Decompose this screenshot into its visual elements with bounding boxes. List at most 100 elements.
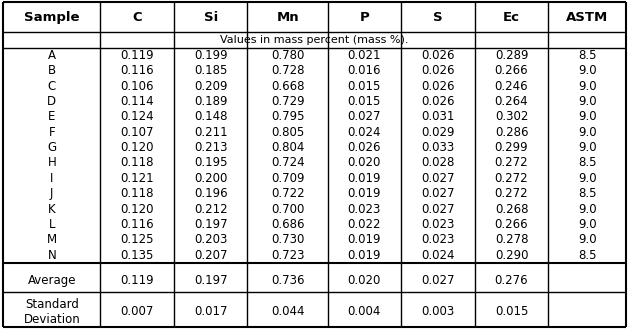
Text: 0.276: 0.276 [495,274,528,287]
Text: 0.015: 0.015 [348,95,381,108]
Text: 0.290: 0.290 [495,249,528,262]
Text: 8.5: 8.5 [578,157,596,169]
Text: 0.686: 0.686 [271,218,304,231]
Text: 0.780: 0.780 [271,49,304,62]
Text: 9.0: 9.0 [578,233,596,246]
Text: 0.211: 0.211 [194,126,228,139]
Text: 0.120: 0.120 [120,141,154,154]
Text: Values in mass percent (mass %).: Values in mass percent (mass %). [220,35,409,45]
Text: 0.196: 0.196 [194,187,228,200]
Text: 0.207: 0.207 [194,249,228,262]
Text: D: D [47,95,57,108]
Text: 9.0: 9.0 [578,126,596,139]
Text: 0.015: 0.015 [495,306,528,318]
Text: 0.709: 0.709 [271,172,304,185]
Text: K: K [48,203,55,215]
Text: 0.019: 0.019 [348,233,381,246]
Text: 0.246: 0.246 [495,80,528,93]
Text: 0.804: 0.804 [271,141,304,154]
Text: 0.119: 0.119 [120,49,154,62]
Text: G: G [47,141,57,154]
Text: 0.029: 0.029 [421,126,455,139]
Text: 0.203: 0.203 [194,233,228,246]
Text: 0.212: 0.212 [194,203,228,215]
Text: 0.668: 0.668 [271,80,304,93]
Text: 0.197: 0.197 [194,274,228,287]
Text: 0.019: 0.019 [348,172,381,185]
Text: 0.272: 0.272 [495,172,528,185]
Text: 0.021: 0.021 [348,49,381,62]
Text: 0.120: 0.120 [120,203,154,215]
Text: 0.017: 0.017 [194,306,228,318]
Text: H: H [47,157,56,169]
Text: 0.026: 0.026 [421,95,455,108]
Text: 0.795: 0.795 [271,110,304,123]
Text: 9.0: 9.0 [578,64,596,77]
Text: 0.272: 0.272 [495,157,528,169]
Text: I: I [50,172,53,185]
Text: 8.5: 8.5 [578,49,596,62]
Text: 0.736: 0.736 [271,274,304,287]
Text: 0.185: 0.185 [194,64,228,77]
Text: 0.003: 0.003 [421,306,455,318]
Text: 9.0: 9.0 [578,110,596,123]
Text: 0.024: 0.024 [348,126,381,139]
Text: Standard
Deviation: Standard Deviation [23,298,80,326]
Text: 0.027: 0.027 [348,110,381,123]
Text: 0.023: 0.023 [421,233,455,246]
Text: A: A [48,49,56,62]
Text: 0.020: 0.020 [348,274,381,287]
Text: 0.199: 0.199 [194,49,228,62]
Text: 9.0: 9.0 [578,141,596,154]
Text: 0.028: 0.028 [421,157,455,169]
Text: 0.200: 0.200 [194,172,228,185]
Text: 0.289: 0.289 [495,49,528,62]
Text: 0.114: 0.114 [120,95,154,108]
Text: 0.728: 0.728 [271,64,304,77]
Text: 0.044: 0.044 [271,306,304,318]
Text: Average: Average [28,274,76,287]
Text: 0.700: 0.700 [271,203,304,215]
Text: 0.286: 0.286 [495,126,528,139]
Text: 0.027: 0.027 [421,172,455,185]
Text: 0.722: 0.722 [270,187,304,200]
Text: 0.019: 0.019 [348,187,381,200]
Text: 0.004: 0.004 [348,306,381,318]
Text: 0.805: 0.805 [271,126,304,139]
Text: 0.116: 0.116 [120,64,154,77]
Text: 9.0: 9.0 [578,218,596,231]
Text: C: C [132,11,142,23]
Text: 0.019: 0.019 [348,249,381,262]
Text: 0.272: 0.272 [495,187,528,200]
Text: 0.730: 0.730 [271,233,304,246]
Text: 0.209: 0.209 [194,80,228,93]
Text: 0.189: 0.189 [194,95,228,108]
Text: 0.729: 0.729 [270,95,304,108]
Text: 9.0: 9.0 [578,80,596,93]
Text: 9.0: 9.0 [578,172,596,185]
Text: M: M [47,233,57,246]
Text: Mn: Mn [276,11,299,23]
Text: 0.264: 0.264 [495,95,528,108]
Text: Si: Si [204,11,218,23]
Text: 9.0: 9.0 [578,95,596,108]
Text: Sample: Sample [24,11,79,23]
Text: 0.116: 0.116 [120,218,154,231]
Text: J: J [50,187,53,200]
Text: Ec: Ec [503,11,520,23]
Text: 0.026: 0.026 [421,64,455,77]
Text: 0.118: 0.118 [120,157,154,169]
Text: S: S [433,11,443,23]
Text: 0.022: 0.022 [348,218,381,231]
Text: 0.121: 0.121 [120,172,154,185]
Text: P: P [360,11,369,23]
Text: 0.026: 0.026 [421,49,455,62]
Text: 0.023: 0.023 [421,218,455,231]
Text: 0.148: 0.148 [194,110,228,123]
Text: 0.020: 0.020 [348,157,381,169]
Text: 0.266: 0.266 [495,64,528,77]
Text: 8.5: 8.5 [578,187,596,200]
Text: L: L [48,218,55,231]
Text: E: E [48,110,55,123]
Text: 0.195: 0.195 [194,157,228,169]
